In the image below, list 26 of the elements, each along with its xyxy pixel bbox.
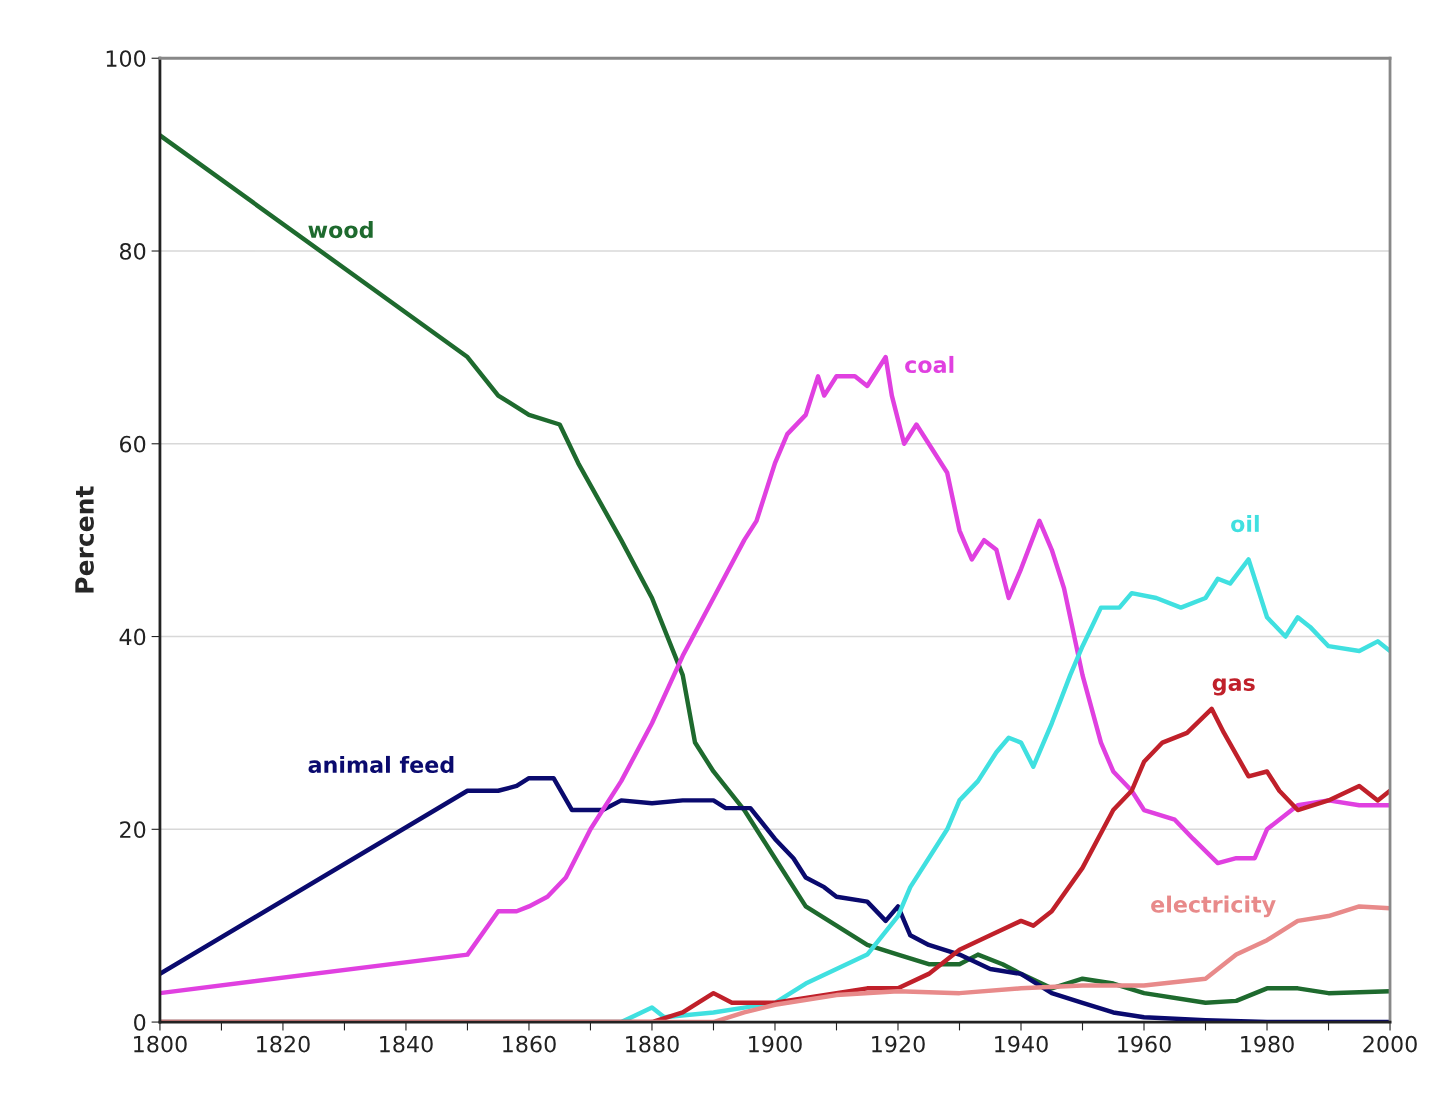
- x-tick-label: 1820: [257, 1035, 310, 1053]
- series-label: gas: [1212, 678, 1255, 696]
- y-tick-label: 0: [134, 1014, 146, 1031]
- x-tick-label: 1860: [503, 1035, 556, 1053]
- x-tick-label: 1940: [995, 1035, 1048, 1053]
- x-tick-label: 1880: [626, 1035, 679, 1053]
- x-tick-label: 1960: [1118, 1035, 1171, 1053]
- line-series: [159, 354, 1391, 996]
- series-label: wood: [308, 220, 373, 239]
- y-tick-label: 20: [120, 821, 146, 839]
- y-tick-label: 40: [119, 628, 146, 646]
- x-tick-label: 1900: [749, 1035, 802, 1053]
- x-tick-label: 2000: [1363, 1035, 1417, 1053]
- x-tick-label: 1840: [380, 1035, 433, 1053]
- y-tick-label: 100: [106, 50, 146, 68]
- series-label: electricity: [1151, 895, 1276, 918]
- y-axis-title: Percent: [75, 486, 94, 593]
- series-label: coal: [905, 355, 954, 374]
- line-series: [159, 133, 1391, 1006]
- series-label: oil: [1231, 514, 1259, 533]
- x-tick-label: 1980: [1241, 1035, 1294, 1053]
- y-tick-label: 60: [120, 435, 146, 453]
- series-label: animal feed: [308, 755, 454, 774]
- y-tick-label: 80: [119, 242, 146, 260]
- x-tick-label: 1800: [134, 1035, 187, 1053]
- x-tick-label: 1920: [872, 1035, 925, 1053]
